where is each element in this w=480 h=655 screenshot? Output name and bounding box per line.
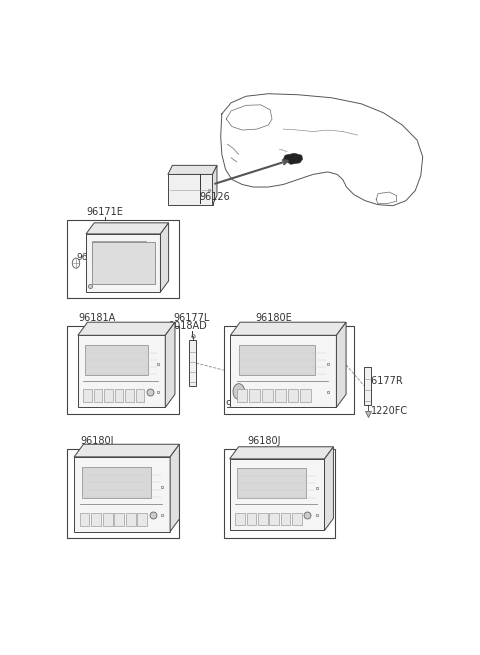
Bar <box>239 345 315 375</box>
Bar <box>80 513 89 525</box>
Text: 1018AD: 1018AD <box>169 321 208 331</box>
Bar <box>258 513 267 525</box>
Bar <box>82 466 151 498</box>
Bar <box>288 390 298 402</box>
Text: 96180J: 96180J <box>81 436 114 446</box>
Bar <box>247 513 256 525</box>
Circle shape <box>233 384 245 400</box>
Text: 96126: 96126 <box>200 192 230 202</box>
Bar <box>83 390 92 402</box>
Bar <box>237 390 247 402</box>
Polygon shape <box>78 322 175 335</box>
Polygon shape <box>336 322 346 407</box>
Bar <box>67 326 179 414</box>
Bar <box>224 326 354 414</box>
Bar <box>125 390 134 402</box>
Bar <box>137 513 147 525</box>
Bar <box>67 220 179 298</box>
Bar <box>85 345 148 375</box>
Bar <box>135 390 144 402</box>
Bar <box>250 390 260 402</box>
Bar <box>275 390 286 402</box>
Polygon shape <box>168 174 213 204</box>
Bar <box>237 468 306 498</box>
Polygon shape <box>74 444 180 457</box>
Text: 96171E: 96171E <box>86 207 123 217</box>
Bar <box>114 513 124 525</box>
Polygon shape <box>324 447 334 531</box>
Text: 96177R: 96177R <box>365 376 403 386</box>
Bar <box>229 459 324 531</box>
Bar <box>86 234 160 292</box>
Bar <box>92 242 155 284</box>
Polygon shape <box>165 322 175 407</box>
Polygon shape <box>229 447 334 459</box>
Text: 1220FC: 1220FC <box>371 406 408 417</box>
Text: 96180E: 96180E <box>255 312 292 323</box>
Bar <box>78 335 165 407</box>
Bar <box>67 449 179 538</box>
Bar <box>115 390 123 402</box>
Text: 96177L: 96177L <box>174 312 210 323</box>
Text: 96163: 96163 <box>76 253 105 261</box>
Bar <box>94 390 102 402</box>
Polygon shape <box>160 223 168 292</box>
Bar <box>74 457 170 531</box>
Bar <box>300 390 311 402</box>
Text: 96180J: 96180J <box>248 436 281 446</box>
Text: 96119A: 96119A <box>226 400 263 410</box>
Polygon shape <box>168 165 217 174</box>
Polygon shape <box>213 165 217 204</box>
Bar <box>92 242 145 266</box>
Bar <box>230 335 336 407</box>
Polygon shape <box>86 223 168 234</box>
Polygon shape <box>230 322 346 335</box>
Bar <box>103 513 112 525</box>
Polygon shape <box>170 444 180 531</box>
Bar <box>262 390 273 402</box>
Polygon shape <box>283 153 302 164</box>
Bar <box>235 513 245 525</box>
Bar <box>292 513 302 525</box>
Bar <box>269 513 279 525</box>
Bar <box>91 513 101 525</box>
Bar <box>281 513 290 525</box>
Bar <box>104 390 113 402</box>
Text: 96181A: 96181A <box>79 312 116 323</box>
Polygon shape <box>190 340 196 386</box>
Bar <box>224 449 335 538</box>
Polygon shape <box>364 367 371 405</box>
Bar <box>126 513 135 525</box>
